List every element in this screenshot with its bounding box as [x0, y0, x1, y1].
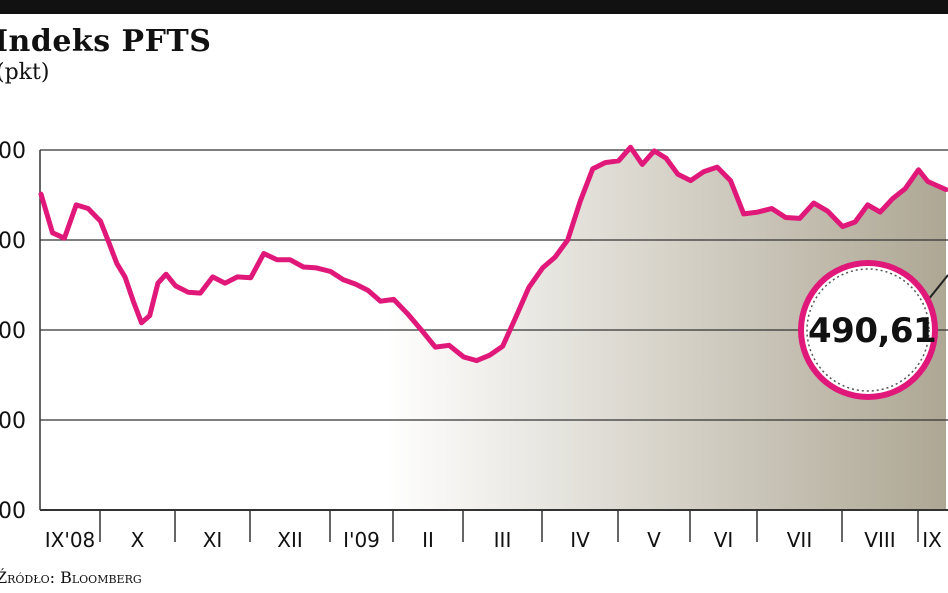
- y-tick-label: 00: [0, 319, 26, 344]
- x-tick-label: V: [647, 528, 661, 552]
- x-tick-label: VI: [714, 528, 734, 552]
- x-tick-label: IV: [570, 528, 590, 552]
- x-tick-label: II: [422, 528, 434, 552]
- y-tick-label: 00: [0, 499, 26, 524]
- y-tick-label: 00: [0, 409, 26, 434]
- area-fill: [41, 147, 946, 511]
- y-tick-label: 00: [0, 229, 26, 254]
- chart-title: Indeks PFTS: [0, 24, 212, 59]
- x-tick-label: X: [131, 528, 145, 552]
- x-tick-label: XI: [203, 528, 223, 552]
- badge-inner: [804, 266, 932, 394]
- x-tick-label: VIII: [864, 528, 895, 552]
- badge-pointer: [927, 274, 948, 301]
- x-tick-label: III: [494, 528, 512, 552]
- y-tick-label: 00: [0, 139, 26, 164]
- series-line: [38, 144, 948, 364]
- x-tick-label: I'09: [343, 528, 380, 552]
- top-bar: [0, 0, 948, 14]
- chart-subtitle: (pkt): [0, 60, 50, 85]
- highlight-value: 490,61: [808, 311, 937, 351]
- source-note: Źródło: Bloomberg: [0, 568, 142, 587]
- x-tick-label: XII: [277, 528, 303, 552]
- x-tick-label: IX: [922, 528, 942, 552]
- x-tick-label: VII: [787, 528, 812, 552]
- badge-dotted-ring: [806, 268, 930, 392]
- x-tick-label: IX'08: [45, 528, 96, 552]
